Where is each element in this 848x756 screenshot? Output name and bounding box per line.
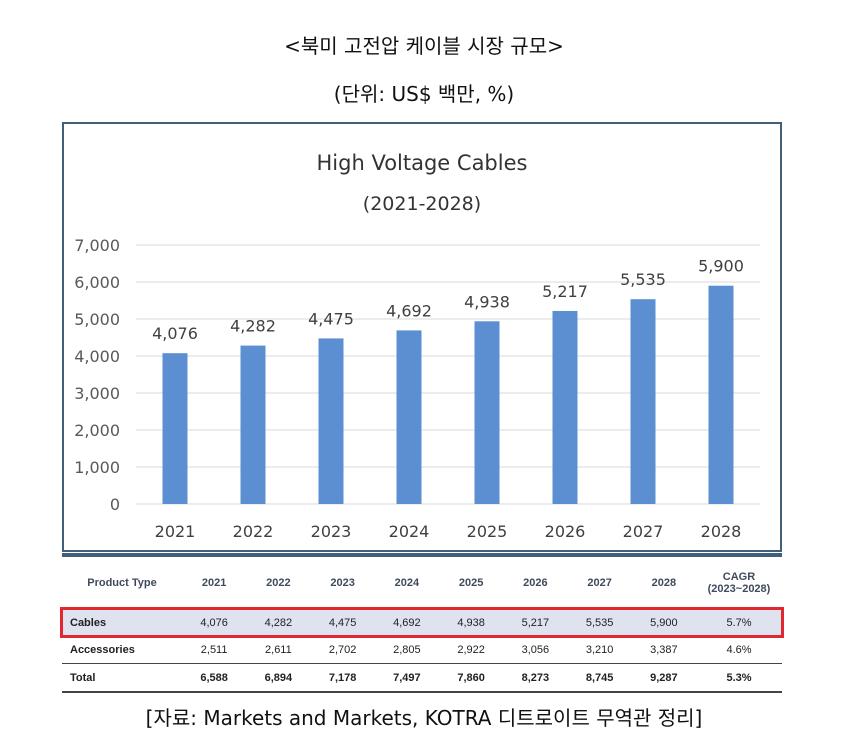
bar: [552, 310, 578, 504]
table-cell: 2,922: [457, 643, 485, 656]
data-label: 4,692: [386, 301, 432, 320]
unit-note: (단위: US$ 백만, %): [333, 82, 515, 106]
x-tick-label: 2023: [311, 522, 352, 541]
table-cell: 9,287: [631, 663, 696, 693]
table-cell: 7,497: [374, 663, 439, 693]
bar: [630, 299, 656, 504]
bar: [708, 285, 734, 504]
column-header: 2028: [651, 577, 677, 589]
column-header-product-type: Product Type: [87, 577, 157, 589]
column-header: 2023: [330, 577, 355, 589]
table-cell: 4,475: [310, 609, 375, 636]
column-header: 2027: [587, 577, 612, 589]
table-cell: 7,860: [439, 663, 504, 693]
table-cell: 4.6%: [726, 643, 752, 656]
chart-subtitle: (2021-2028): [363, 193, 481, 215]
table-cell: 4,692: [374, 609, 439, 636]
data-label: 4,282: [230, 317, 276, 336]
table-cell: 5,535: [567, 609, 632, 636]
table-cell: 8,745: [567, 663, 632, 693]
table-cell: 2,805: [393, 643, 421, 656]
y-tick-label: 7,000: [74, 236, 120, 255]
table-row-cables: Cables 4,076 4,282 4,475 4,692 4,938 5,217 5,53…: [60, 607, 784, 638]
x-tick-label: 2024: [389, 522, 430, 541]
table-cell: 7,178: [310, 663, 375, 693]
row-label: Total: [62, 663, 182, 693]
data-table: Product Type 2021 2022 2023 2024 2025 2026 2027…: [60, 553, 784, 693]
bar: [240, 345, 266, 504]
y-tick-label: 0: [110, 495, 120, 514]
row-label: Accessories: [70, 643, 135, 656]
column-header: 2026: [523, 577, 548, 589]
y-tick-label: 4,000: [74, 347, 120, 366]
table-cell: 2,611: [265, 643, 292, 656]
data-label: 5,535: [620, 270, 666, 289]
table-cell: 2,511: [200, 643, 228, 656]
table-cell: 4,938: [439, 609, 504, 636]
y-tick-label: 1,000: [74, 458, 120, 477]
y-tick-label: 2,000: [74, 421, 120, 440]
table-cell: 5,217: [503, 609, 568, 636]
x-tick-label: 2028: [701, 522, 742, 541]
column-header: 2022: [266, 577, 291, 589]
table-row-accessories: Accessories 2,511 2,611 2,702 2,805 2,922 3,05…: [62, 636, 782, 664]
bar-chart: High Voltage Cables (2021-2028) 0 1,000 2,00…: [74, 151, 760, 541]
page-title: <북미 고전압 케이블 시장 규모>: [284, 34, 564, 58]
data-label: 4,938: [464, 292, 510, 311]
data-label: 5,900: [698, 257, 744, 276]
column-header: 2021: [201, 577, 227, 589]
column-header: CAGR (2023~2028): [707, 571, 771, 595]
data-label: 4,475: [308, 309, 354, 328]
table-row-total: Total 6,588 6,894 7,178 7,497 7,860 8,273 8,745…: [62, 663, 782, 693]
bar: [396, 330, 422, 504]
data-label: 5,217: [542, 282, 588, 301]
x-tick-label: 2025: [467, 522, 508, 541]
y-tick-label: 3,000: [74, 384, 120, 403]
bar: [318, 338, 344, 504]
row-label: Cables: [62, 609, 182, 636]
table-cell: 3,210: [585, 643, 614, 656]
chart-frame: High Voltage Cables (2021-2028) 0 1,000 2,00…: [62, 122, 782, 552]
table-cell: 4,282: [246, 609, 311, 636]
column-header: 2025: [458, 577, 484, 589]
x-tick-label: 2027: [623, 522, 664, 541]
y-tick-label: 5,000: [74, 310, 120, 329]
table-cell: 2,702: [328, 643, 357, 656]
x-tick-label: 2022: [233, 522, 274, 541]
table-cell: 3,056: [521, 643, 550, 656]
x-tick-label: 2021: [155, 522, 196, 541]
x-tick-label: 2026: [545, 522, 586, 541]
source-note: [자료: Markets and Markets, KOTRA 디트로이트 무역…: [145, 706, 703, 730]
column-header: 2024: [394, 577, 420, 589]
table-cell: 6,894: [246, 663, 311, 693]
y-tick-label: 6,000: [74, 273, 120, 292]
table-cell: 4,076: [182, 609, 247, 636]
table-cell: 3,387: [650, 643, 678, 656]
table-header-row: Product Type 2021 2022 2023 2024 2025 2026 2027…: [62, 555, 782, 609]
table-cell: 5.7%: [696, 609, 782, 636]
data-label: 4,076: [152, 324, 198, 343]
table-cell: 8,273: [503, 663, 568, 693]
bar: [162, 353, 188, 504]
chart-title: High Voltage Cables: [317, 151, 528, 175]
bar: [474, 321, 500, 504]
table-cell: 5.3%: [696, 663, 782, 693]
table-cell: 5,900: [631, 609, 696, 636]
table-cell: 6,588: [182, 663, 247, 693]
